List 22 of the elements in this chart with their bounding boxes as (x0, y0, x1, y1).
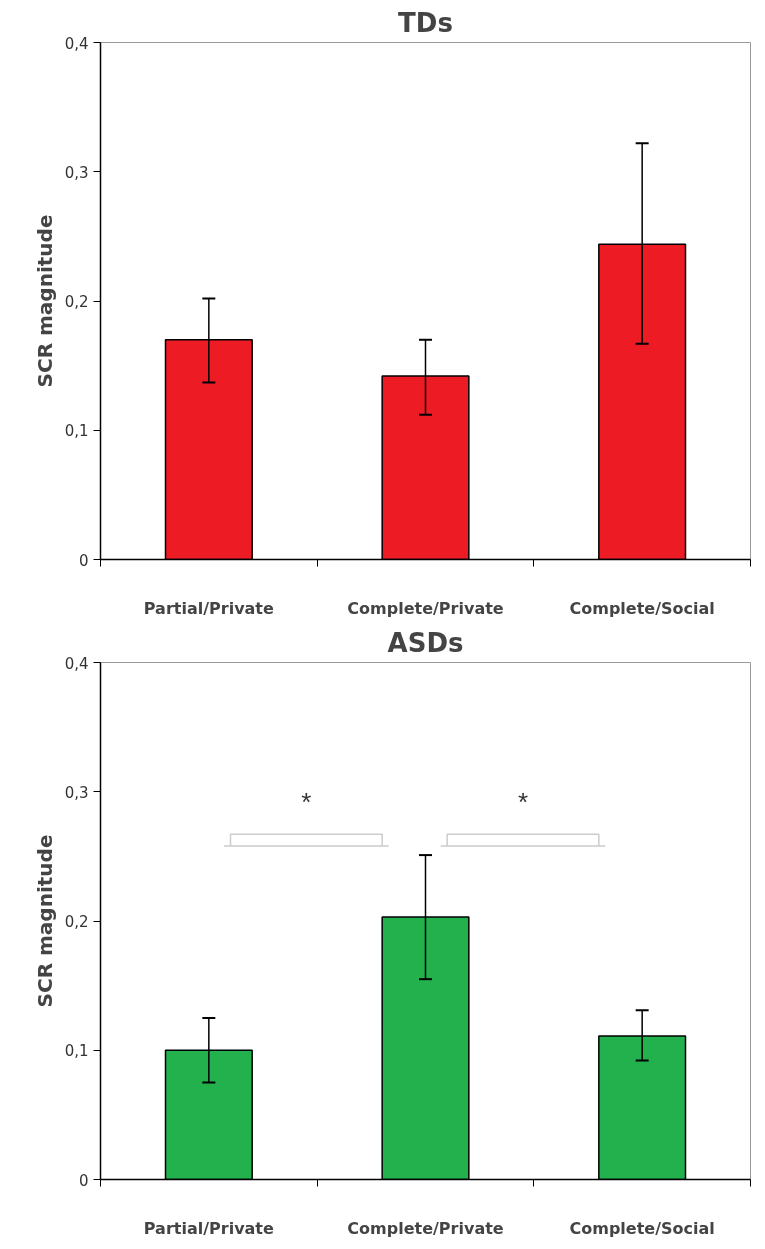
y-tick-label: 0 (78, 1171, 89, 1190)
y-tick-label: 0,4 (64, 34, 89, 53)
x-tick-label: Partial/Private (143, 1218, 275, 1238)
chart-title: ASDs (387, 627, 464, 658)
x-tick-label: Complete/Social (569, 1218, 715, 1238)
y-tick-label: 0,2 (64, 293, 89, 311)
y-tick-label: 0,1 (64, 422, 89, 441)
x-tick-label: Complete/Private (347, 598, 504, 618)
annotation: * (517, 787, 529, 818)
x-tick-label: Complete/Private (347, 1218, 504, 1238)
y-tick-label: 0,3 (64, 783, 89, 802)
x-tick-label: Complete/Social (569, 598, 715, 618)
y-tick-label: 0 (78, 551, 89, 570)
y-tick-label: 0,2 (64, 913, 89, 931)
x-tick-label: Partial/Private (143, 598, 275, 618)
y-tick-label: 0,4 (64, 654, 89, 673)
chart-title: TDs (398, 7, 453, 38)
y-axis-title: SCR magnitude (32, 214, 57, 388)
y-tick-label: 0,3 (64, 163, 89, 182)
annotation: * (301, 787, 312, 818)
y-tick-label: 0,1 (64, 1042, 89, 1061)
y-axis-title: SCR magnitude (32, 834, 57, 1008)
